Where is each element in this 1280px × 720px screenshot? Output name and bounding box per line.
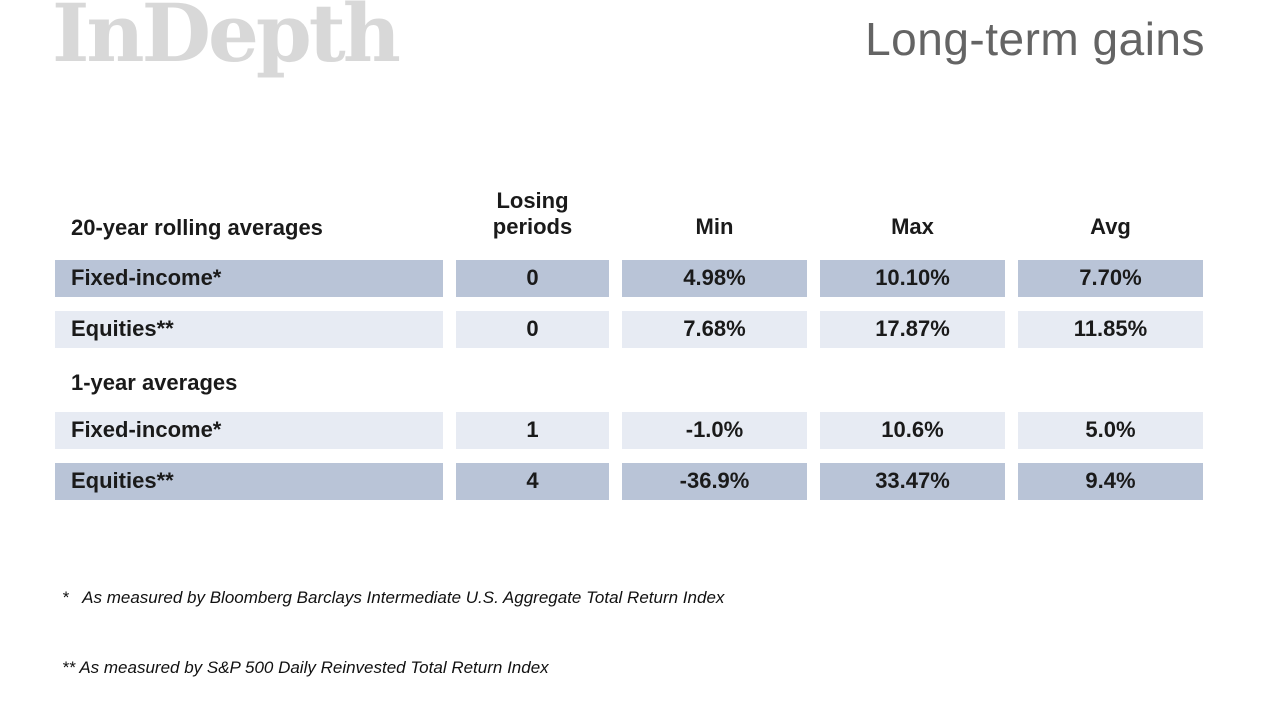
- section-header-20-year: 20-year rolling averages: [71, 214, 323, 240]
- min-value: 7.68%: [622, 310, 807, 348]
- column-header-max: Max: [891, 214, 934, 240]
- table-header-row: 20-year rolling averages Losing periods …: [55, 188, 1203, 241]
- max-value: 10.6%: [820, 411, 1005, 449]
- footnote-equities: ** As measured by S&P 500 Daily Reinvest…: [62, 657, 549, 677]
- losing-periods-value: 0: [456, 310, 609, 348]
- footnotes: * As measured by Bloomberg Barclays Inte…: [62, 540, 724, 702]
- column-header-losing-periods: Losing periods: [492, 188, 573, 240]
- footnote-fixed-income: * As measured by Bloomberg Barclays Inte…: [62, 588, 725, 608]
- column-header-min: Min: [695, 214, 734, 240]
- table-row: Fixed-income* 1 -1.0% 10.6% 5.0%: [55, 411, 1203, 449]
- max-value: 10.10%: [820, 259, 1005, 297]
- avg-value: 5.0%: [1018, 411, 1203, 449]
- row-label: Equities**: [55, 462, 443, 500]
- row-label: Fixed-income*: [55, 259, 443, 297]
- table-row: Fixed-income* 0 4.98% 10.10% 7.70%: [55, 259, 1203, 297]
- column-header-avg: Avg: [1090, 214, 1131, 240]
- section-header-row: 1-year averages: [55, 370, 1203, 396]
- losing-periods-value: 1: [456, 411, 609, 449]
- min-value: -1.0%: [622, 411, 807, 449]
- section-header-1-year: 1-year averages: [71, 369, 238, 395]
- min-value: -36.9%: [622, 462, 807, 500]
- avg-value: 9.4%: [1018, 462, 1203, 500]
- avg-value: 11.85%: [1018, 310, 1203, 348]
- table-row: Equities** 4 -36.9% 33.47% 9.4%: [55, 462, 1203, 500]
- max-value: 17.87%: [820, 310, 1005, 348]
- avg-value: 7.70%: [1018, 259, 1203, 297]
- losing-periods-value: 4: [456, 462, 609, 500]
- table-row: Equities** 0 7.68% 17.87% 11.85%: [55, 310, 1203, 348]
- losing-periods-value: 0: [456, 259, 609, 297]
- row-label: Equities**: [55, 310, 443, 348]
- min-value: 4.98%: [622, 259, 807, 297]
- row-label: Fixed-income*: [55, 411, 443, 449]
- indepth-logo: InDepth: [52, 0, 401, 80]
- page-title: Long-term gains: [865, 13, 1205, 65]
- max-value: 33.47%: [820, 462, 1005, 500]
- returns-table: 20-year rolling averages Losing periods …: [55, 188, 1203, 514]
